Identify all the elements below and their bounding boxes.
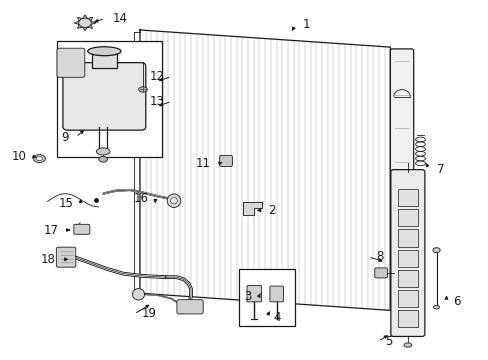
Ellipse shape — [170, 198, 177, 204]
FancyBboxPatch shape — [219, 156, 232, 166]
Text: 1: 1 — [302, 18, 310, 31]
FancyBboxPatch shape — [269, 286, 283, 302]
Ellipse shape — [139, 87, 147, 92]
Text: 2: 2 — [267, 204, 275, 217]
FancyBboxPatch shape — [56, 247, 76, 267]
Ellipse shape — [167, 194, 181, 207]
Text: 8: 8 — [375, 250, 383, 263]
Polygon shape — [243, 202, 262, 215]
Text: 9: 9 — [61, 131, 68, 144]
Ellipse shape — [33, 155, 45, 162]
Text: 11: 11 — [195, 157, 210, 170]
FancyBboxPatch shape — [74, 224, 90, 234]
Ellipse shape — [99, 157, 107, 162]
Bar — [396, 306, 407, 312]
FancyBboxPatch shape — [246, 285, 261, 302]
Bar — [397, 209, 417, 226]
Text: 16: 16 — [133, 193, 148, 206]
Bar — [397, 290, 417, 307]
Text: 3: 3 — [244, 289, 251, 303]
Text: 15: 15 — [59, 197, 73, 210]
Text: 10: 10 — [12, 150, 27, 163]
Bar — [397, 310, 417, 327]
Text: 12: 12 — [149, 70, 164, 83]
Ellipse shape — [433, 305, 439, 309]
Ellipse shape — [132, 289, 144, 300]
Bar — [57, 41, 162, 157]
Ellipse shape — [432, 248, 439, 253]
Text: 13: 13 — [149, 95, 164, 108]
FancyBboxPatch shape — [63, 63, 145, 130]
Text: 6: 6 — [453, 295, 460, 308]
Text: 18: 18 — [41, 253, 56, 266]
Text: 4: 4 — [273, 311, 281, 324]
Ellipse shape — [87, 47, 121, 56]
Ellipse shape — [96, 148, 110, 155]
FancyBboxPatch shape — [57, 48, 84, 77]
Text: 17: 17 — [43, 224, 59, 237]
Bar — [397, 229, 417, 247]
Text: 19: 19 — [141, 307, 156, 320]
Ellipse shape — [403, 343, 411, 347]
Bar — [397, 189, 417, 206]
Bar — [397, 270, 417, 287]
Ellipse shape — [36, 157, 42, 161]
FancyBboxPatch shape — [390, 170, 424, 337]
Text: 7: 7 — [436, 163, 443, 176]
Circle shape — [79, 18, 91, 27]
Bar — [397, 249, 417, 267]
Bar — [238, 269, 294, 326]
FancyBboxPatch shape — [374, 268, 386, 278]
Polygon shape — [74, 15, 96, 31]
FancyBboxPatch shape — [389, 49, 413, 309]
Text: 5: 5 — [385, 335, 392, 348]
Bar — [91, 54, 117, 68]
Text: 14: 14 — [112, 12, 127, 25]
FancyBboxPatch shape — [177, 300, 203, 314]
